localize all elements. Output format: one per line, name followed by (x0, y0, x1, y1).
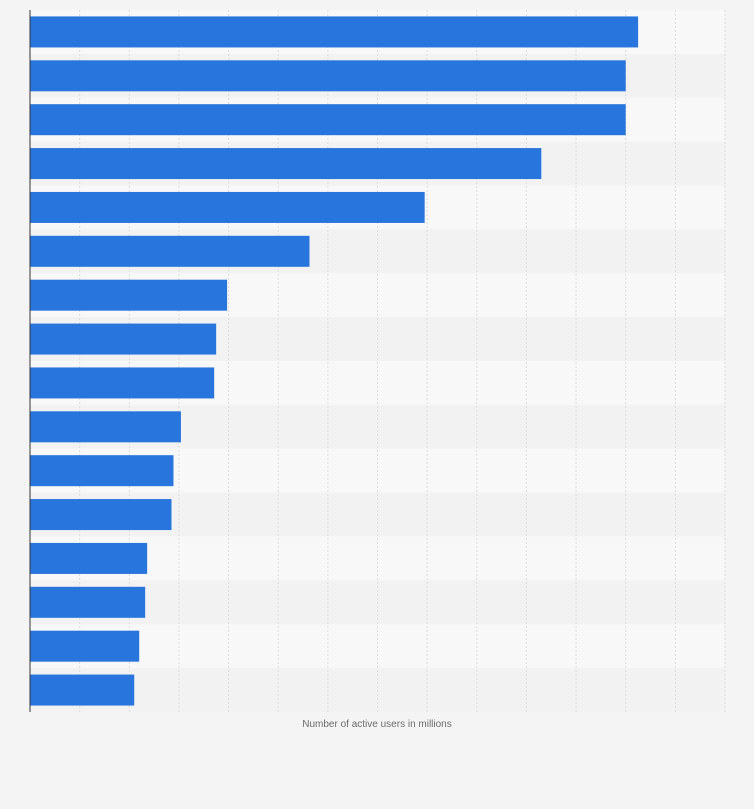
bars (30, 16, 639, 706)
bar[interactable] (30, 367, 215, 399)
bar[interactable] (30, 148, 542, 180)
bar[interactable] (30, 16, 639, 48)
bar[interactable] (30, 235, 310, 267)
bar[interactable] (30, 411, 181, 443)
bar[interactable] (30, 499, 172, 531)
bar[interactable] (30, 542, 148, 574)
x-axis-label: Number of active users in millions (302, 719, 452, 730)
bar[interactable] (30, 674, 135, 706)
bar[interactable] (30, 630, 140, 662)
bar[interactable] (30, 60, 626, 92)
bar[interactable] (30, 586, 146, 618)
bar[interactable] (30, 104, 626, 136)
bar[interactable] (30, 323, 217, 355)
bar[interactable] (30, 455, 174, 487)
bar[interactable] (30, 191, 425, 223)
bar[interactable] (30, 279, 228, 311)
